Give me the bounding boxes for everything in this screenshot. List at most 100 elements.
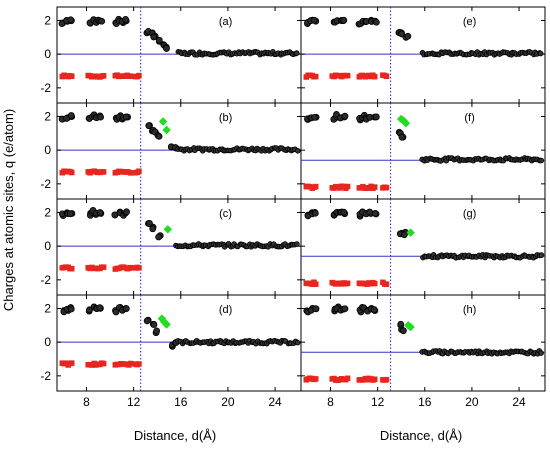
oxygen-atom-point: [371, 280, 378, 287]
adsorbate-point: [406, 228, 415, 238]
metal-atom-point: [294, 148, 301, 154]
transition-atom-point: [150, 33, 158, 41]
x-axis-label-left: Distance, d(Å): [134, 428, 216, 443]
panel-label: (c): [219, 208, 232, 220]
panel-label: (h): [463, 304, 476, 316]
y-tick-label: 0: [44, 47, 51, 61]
metal-atom-point: [293, 50, 300, 56]
metal-atom-point: [58, 20, 66, 28]
metal-atom-point: [340, 208, 348, 216]
metal-atom-point: [312, 305, 320, 313]
y-tick-label: 0: [44, 239, 51, 253]
metal-atom-point: [97, 113, 104, 121]
adsorbate-point: [401, 118, 411, 128]
panel-d: -2 0 2 (d) 8 12 16 20 24: [40, 294, 302, 409]
y-tick-label: 2: [44, 13, 51, 27]
x-tick-label: 24: [512, 395, 526, 409]
oxygen-atom-point: [69, 169, 75, 176]
adsorbate-point: [406, 322, 415, 332]
y-tick-label: -2: [40, 81, 51, 95]
oxygen-atom-point: [127, 73, 134, 79]
metal-atom-point: [67, 112, 75, 119]
oxygen-atom-point: [127, 170, 134, 176]
transition-atom-point: [149, 225, 157, 233]
oxygen-atom-point: [69, 73, 75, 80]
transition-atom-point: [400, 231, 408, 239]
metal-atom-point: [538, 252, 545, 258]
metal-atom-point: [123, 208, 130, 216]
y-tick-label: 0: [44, 335, 51, 349]
panels-group: -2 0 2 (a) -2 0 2 (b) -2 0 2 (c) -2 0 2 (d) 8 12 16 20 24 (e)…: [40, 6, 546, 409]
metal-atom-point: [311, 209, 319, 217]
transition-atom-point: [145, 122, 153, 130]
oxygen-atom-point: [127, 264, 134, 271]
x-tick-label: 12: [371, 395, 385, 409]
oxygen-atom-point: [313, 281, 319, 287]
transition-atom-point: [155, 132, 163, 140]
metal-atom-point: [311, 113, 319, 121]
metal-atom-point: [67, 305, 75, 313]
transition-atom-point: [150, 321, 158, 328]
panel-label: (g): [463, 208, 476, 220]
metal-atom-point: [122, 15, 129, 23]
metal-atom-point: [122, 113, 130, 121]
panel-c: -2 0 2 (c): [40, 198, 302, 296]
oxygen-atom-point: [344, 280, 351, 287]
adsorbate-point: [162, 125, 171, 135]
adsorbate-point: [158, 117, 168, 126]
panel-label: (d): [219, 304, 232, 316]
transition-atom-point: [404, 32, 412, 40]
y-tick-label: 0: [44, 143, 51, 157]
panel-h: (h) 8 12 16 20 24: [300, 294, 546, 409]
metal-atom-point: [294, 339, 301, 346]
metal-atom-point: [341, 112, 349, 120]
oxygen-atom-point: [100, 72, 107, 79]
oxygen-atom-point: [383, 376, 390, 383]
panel-label: (f): [464, 112, 474, 124]
x-tick-label: 16: [418, 395, 432, 409]
panel-frame: [300, 294, 546, 392]
transition-atom-point: [155, 233, 163, 241]
x-tick-label: 8: [83, 395, 90, 409]
transition-atom-point: [143, 317, 151, 325]
x-tick-label: 24: [268, 395, 282, 409]
oxygen-atom-point: [100, 264, 107, 270]
oxygen-atom-point: [344, 72, 351, 79]
oxygen-atom-point: [313, 376, 319, 382]
metal-atom-point: [538, 157, 545, 164]
panel-label: (b): [219, 112, 232, 124]
metal-atom-point: [122, 305, 130, 312]
oxygen-atom-point: [313, 183, 319, 190]
transition-atom-point: [163, 45, 170, 52]
adsorbate-point: [163, 224, 173, 234]
oxygen-atom-point: [100, 360, 107, 367]
y-tick-label: 2: [44, 109, 51, 123]
y-tick-label: -2: [40, 273, 51, 287]
transition-atom-point: [399, 327, 407, 335]
oxygen-atom-point: [344, 375, 351, 382]
panel-a: -2 0 2 (a): [40, 6, 302, 104]
metal-atom-point: [372, 113, 380, 121]
y-axis-label: Charges at atomic sites, q (e/atom): [1, 109, 16, 311]
oxygen-atom-point: [344, 183, 351, 190]
y-tick-label: -2: [40, 177, 51, 191]
x-tick-label: 16: [174, 395, 188, 409]
metal-atom-point: [366, 208, 374, 216]
y-tick-label: 2: [44, 205, 51, 219]
metal-atom-point: [294, 241, 300, 247]
metal-atom-point: [98, 17, 106, 25]
panel-b: -2 0 2 (b): [40, 102, 302, 200]
x-tick-label: 8: [327, 395, 334, 409]
metal-atom-point: [96, 304, 104, 312]
transition-atom-point: [155, 36, 163, 44]
metal-atom-point: [538, 350, 544, 356]
oxygen-atom-point: [371, 73, 378, 80]
metal-atom-point: [96, 209, 104, 216]
metal-atom-point: [370, 306, 378, 314]
oxygen-atom-point: [371, 376, 378, 383]
oxygen-atom-point: [136, 361, 142, 367]
metal-atom-point: [67, 16, 75, 24]
panel-label: (e): [463, 16, 476, 28]
metal-atom-point: [341, 305, 349, 313]
